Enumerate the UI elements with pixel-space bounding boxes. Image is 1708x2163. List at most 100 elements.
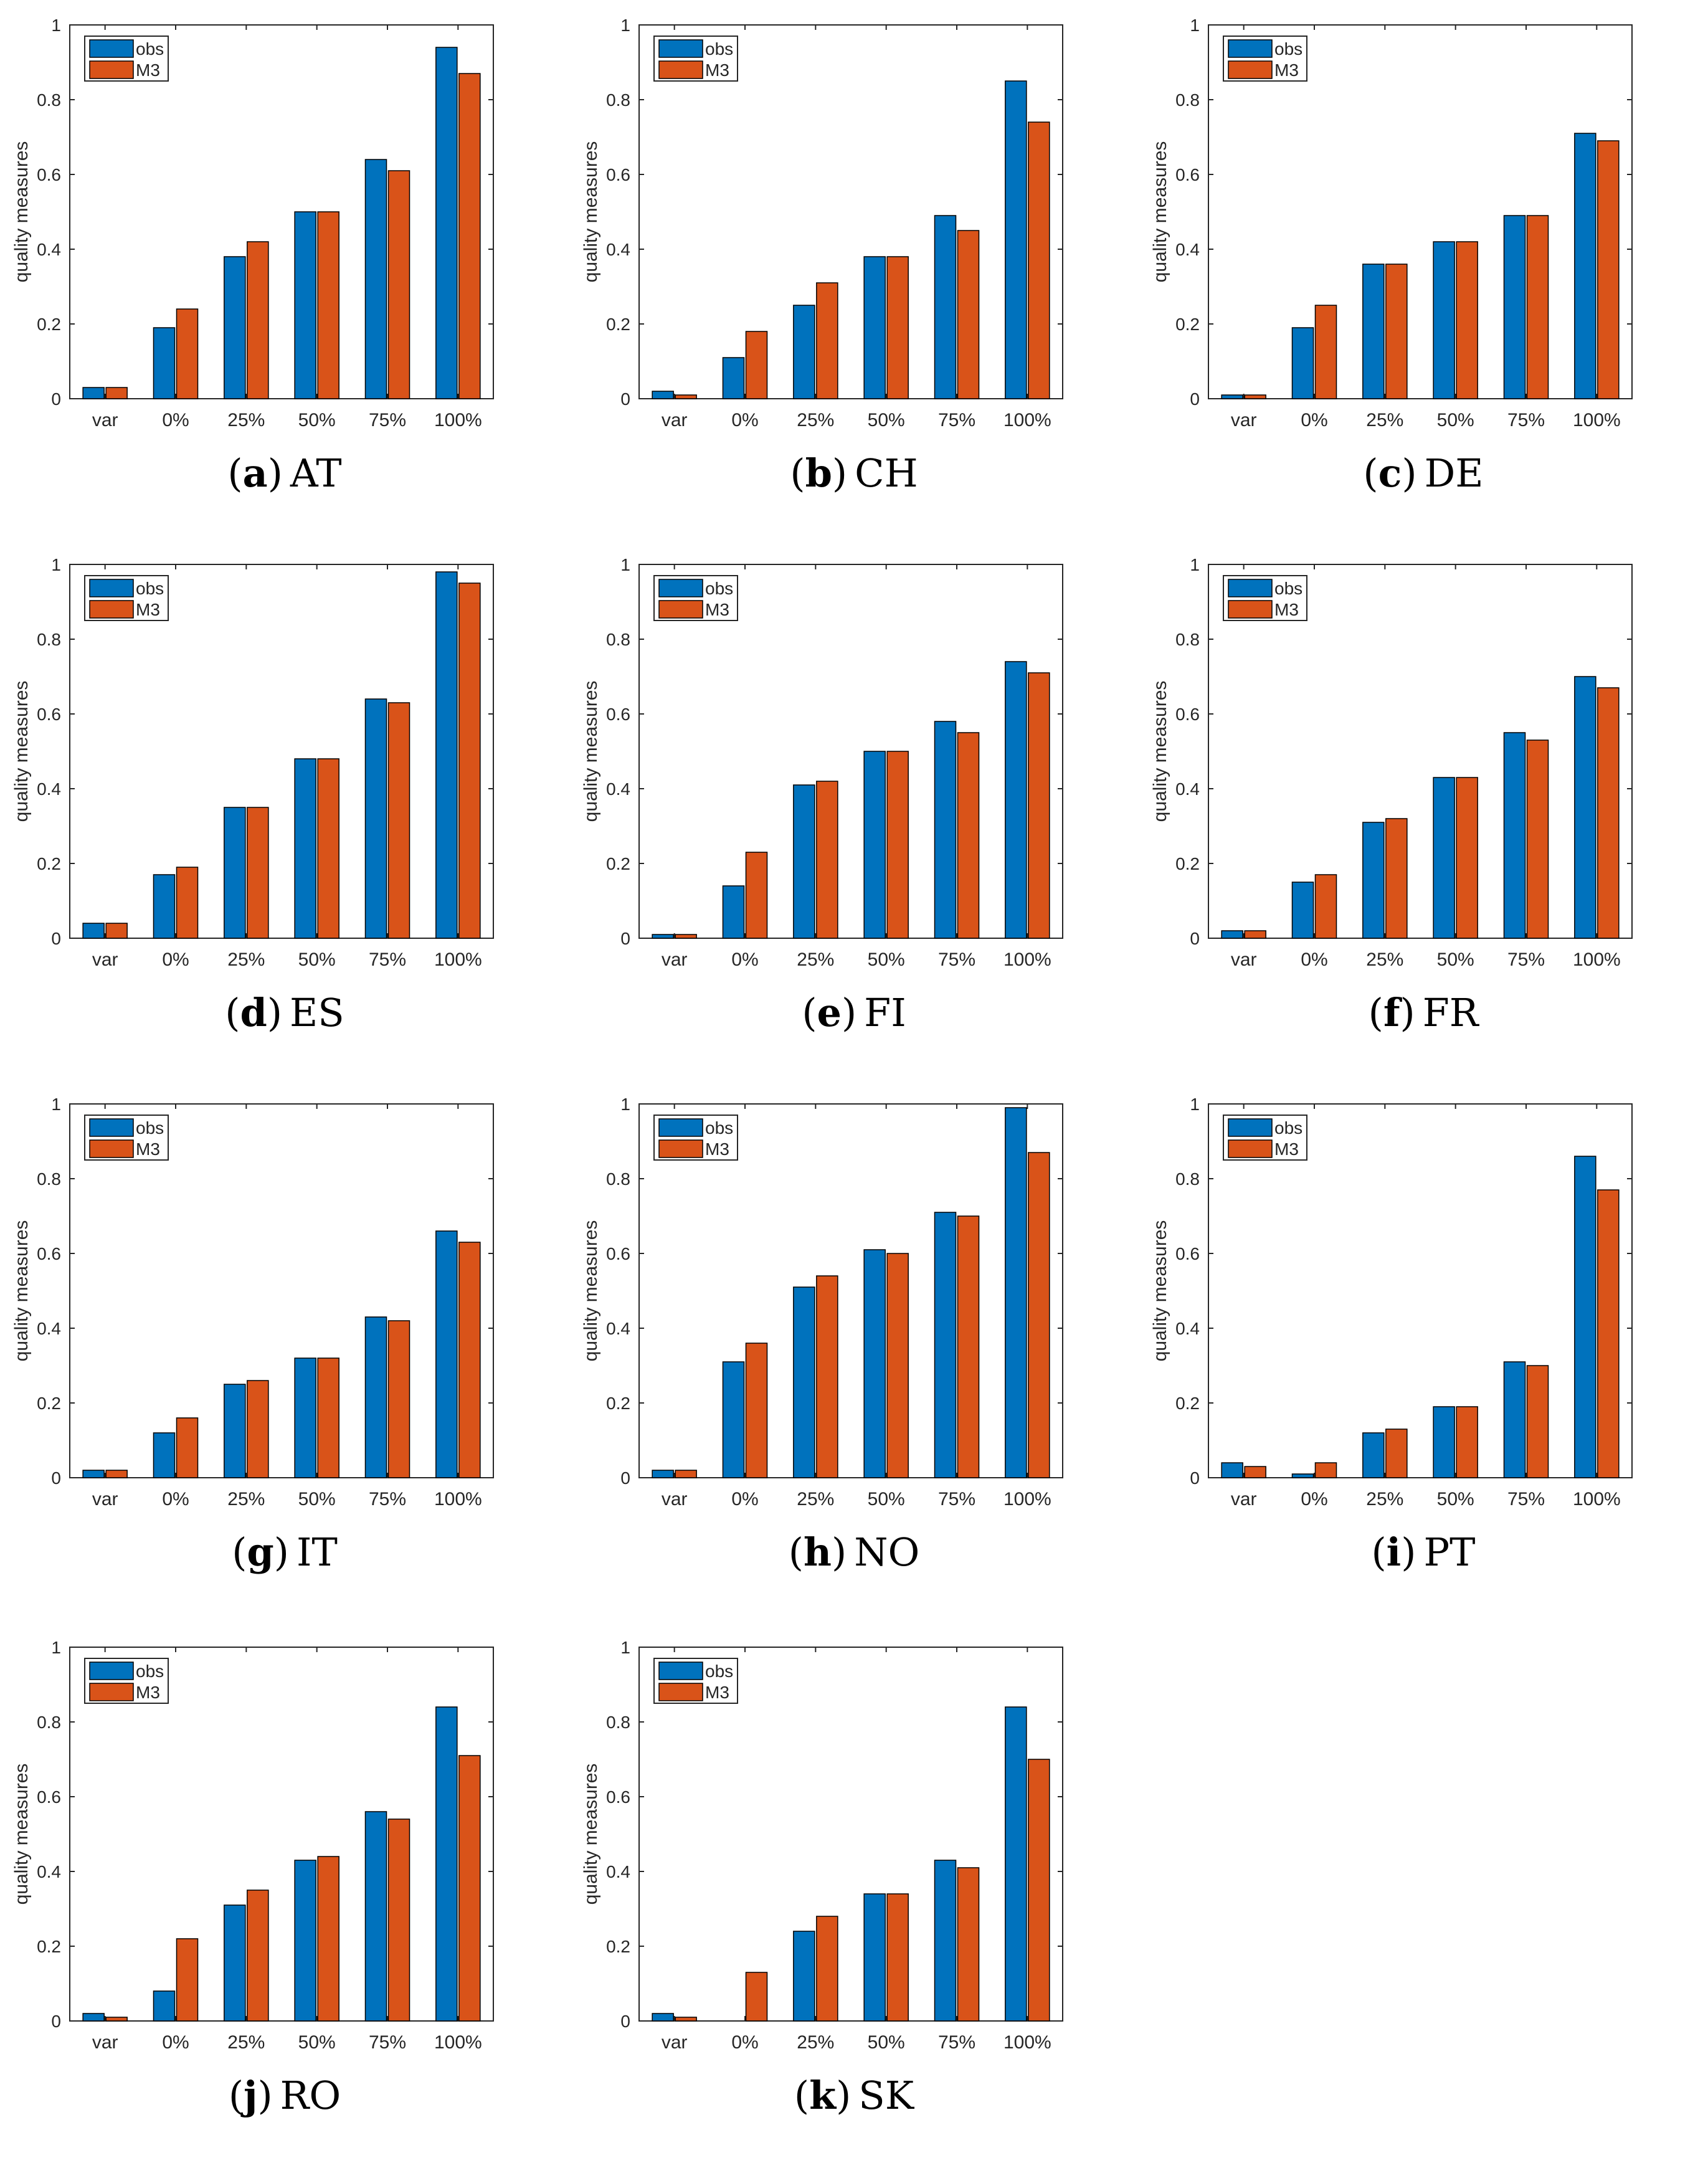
bar-obs-100pct: [1574, 676, 1597, 939]
y-tick-label: 1: [620, 1638, 630, 1657]
x-tick-label: 100%: [1003, 1489, 1051, 1509]
bar-obs-0pct: [1291, 882, 1314, 939]
bar-obs-var: [652, 1470, 674, 1478]
x-tick-label: 50%: [298, 1489, 336, 1509]
bar-obs-var: [82, 1470, 105, 1478]
x-tick-label: 25%: [227, 2032, 265, 2053]
y-tick-label: 0: [1190, 929, 1200, 948]
y-tick-label: 0.2: [1175, 854, 1200, 873]
caption-country: FR: [1422, 990, 1479, 1035]
bar-m3-25pct: [247, 807, 269, 939]
legend-label-obs: obs: [1274, 1118, 1302, 1138]
x-tick-label: 0%: [162, 1489, 189, 1509]
bar-obs-50pct: [294, 211, 316, 399]
y-axis-label: quality measures: [581, 141, 601, 283]
bar-m3-75pct: [387, 1320, 410, 1478]
x-tick-label: var: [662, 949, 688, 970]
bar-m3-0pct: [745, 852, 768, 939]
legend-swatch-obs: [658, 579, 703, 597]
bar-obs-25pct: [793, 1931, 815, 2022]
bar-m3-0pct: [176, 1417, 199, 1478]
y-tick-label: 0.2: [606, 1937, 630, 1956]
legend-swatch-obs: [89, 579, 134, 597]
legend-label-m3: M3: [705, 1683, 729, 1702]
caption-country: PT: [1423, 1529, 1476, 1575]
bar-m3-75pct: [957, 1215, 980, 1478]
bar-obs-75pct: [934, 721, 957, 939]
bar-obs-100pct: [435, 1706, 458, 2022]
x-tick-label: 50%: [1437, 1489, 1474, 1509]
x-tick-label: 50%: [868, 949, 905, 970]
x-tick-label: 0%: [1301, 410, 1327, 430]
y-tick-label: 0.8: [1175, 1169, 1200, 1189]
legend-label-obs: obs: [136, 579, 164, 598]
axes-box: [1208, 24, 1633, 399]
y-tick-label: 0.4: [1175, 1319, 1200, 1338]
x-tick-label: 75%: [938, 410, 975, 430]
bar-m3-50pct: [886, 1253, 909, 1478]
chart-svg-e: 0 0.2 0.4 0.6 0.8 1 quality measures var 0% 25% 50…: [581, 555, 1063, 970]
x-tick-label: 75%: [369, 1489, 406, 1509]
bar-m3-50pct: [1456, 1406, 1478, 1478]
x-tick-label: 100%: [1573, 410, 1621, 430]
legend-label-m3: M3: [136, 1139, 160, 1159]
caption-letter: b: [805, 450, 832, 496]
caption-letter: c: [1378, 450, 1402, 496]
x-tick-label: 75%: [938, 949, 975, 970]
bar-m3-75pct: [1526, 739, 1549, 939]
caption-letter: d: [240, 990, 267, 1035]
bar-m3-var: [675, 394, 697, 399]
bar-obs-var: [1221, 930, 1243, 939]
bar-obs-var: [652, 934, 674, 939]
legend-swatch-obs: [1228, 579, 1273, 597]
bar-m3-100pct: [1028, 1759, 1050, 2022]
y-tick-label: 0.6: [1175, 1244, 1200, 1263]
bar-m3-0pct: [176, 308, 199, 399]
x-tick-label: 75%: [1507, 1489, 1545, 1509]
x-tick-label: 0%: [1301, 1489, 1327, 1509]
y-axis-label: quality measures: [1150, 141, 1170, 283]
bar-m3-25pct: [1385, 1429, 1408, 1478]
bar-obs-50pct: [294, 1357, 316, 1478]
x-tick-label: 75%: [369, 410, 406, 430]
x-tick-label: 50%: [298, 2032, 336, 2053]
bar-obs-25pct: [224, 256, 246, 399]
bar-m3-50pct: [1456, 777, 1478, 939]
x-tick-label: 75%: [938, 2032, 975, 2053]
bar-obs-var: [82, 387, 105, 399]
y-tick-label: 1: [51, 1638, 61, 1657]
y-tick-label: 0.4: [606, 240, 630, 259]
bar-obs-75pct: [1503, 732, 1526, 939]
bar-obs-25pct: [1362, 1432, 1385, 1478]
bar-obs-var: [82, 923, 105, 939]
y-tick-label: 0.4: [37, 1862, 61, 1881]
bar-m3-75pct: [1526, 215, 1549, 399]
bar-m3-50pct: [886, 256, 909, 399]
x-tick-label: 100%: [434, 949, 482, 970]
legend-label-m3: M3: [1274, 1139, 1299, 1159]
x-tick-label: var: [1231, 949, 1257, 970]
bar-obs-25pct: [1362, 822, 1385, 939]
legend-swatch-m3: [89, 1139, 134, 1158]
legend-swatch-m3: [89, 1683, 134, 1701]
chart-svg-b: 0 0.2 0.4 0.6 0.8 1 quality measures var 0% 25% 50…: [581, 16, 1063, 430]
y-tick-label: 0.2: [37, 1937, 61, 1956]
chart-svg-a: 0 0.2 0.4 0.6 0.8 1 quality measures var 0% 25% 50…: [11, 16, 494, 430]
bar-m3-var: [1244, 394, 1266, 399]
bar-obs-75pct: [364, 1316, 387, 1478]
y-tick-label: 0.2: [1175, 315, 1200, 334]
y-tick-label: 1: [51, 16, 61, 35]
legend-swatch-m3: [658, 600, 703, 619]
y-axis-label: quality measures: [11, 681, 32, 822]
axes-box: [69, 1103, 494, 1478]
bar-m3-75pct: [387, 702, 410, 939]
y-axis-label: quality measures: [11, 141, 32, 283]
caption-country: ES: [290, 990, 344, 1035]
caption-country: SK: [858, 2073, 914, 2118]
legend-label-obs: obs: [705, 1661, 733, 1681]
x-tick-label: var: [1231, 410, 1257, 430]
legend-swatch-obs: [89, 1661, 134, 1680]
x-tick-label: 75%: [369, 949, 406, 970]
panel-caption: (d) ES: [225, 990, 344, 1035]
axes-box: [69, 24, 494, 399]
